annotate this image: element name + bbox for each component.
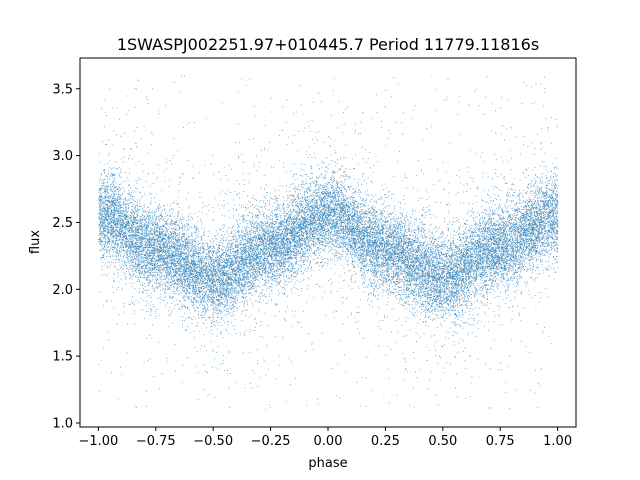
x-tick-label: −0.25 — [251, 434, 291, 449]
x-axis: −1.00 −0.75 −0.50 −0.25 0.00 0.25 0.50 0.75 1.00 — [78, 427, 572, 449]
y-axis-label: flux — [28, 230, 43, 254]
x-tick-label: 0.00 — [314, 434, 343, 449]
x-tick-label: 0.25 — [371, 434, 400, 449]
x-tick-label: −0.50 — [193, 434, 233, 449]
y-axis: 1.0 1.5 2.0 2.5 3.0 3.5 — [52, 82, 80, 431]
x-axis-label: phase — [308, 456, 347, 471]
x-tick-label: −1.00 — [78, 434, 118, 449]
y-tick-label: 2.5 — [52, 216, 73, 231]
y-tick-label: 3.0 — [52, 149, 73, 164]
chart-title: 1SWASPJ002251.97+010445.7 Period 11779.1… — [117, 35, 539, 54]
y-tick-label: 3.5 — [52, 82, 73, 97]
y-tick-label: 2.0 — [52, 283, 73, 298]
x-tick-label: 0.50 — [428, 434, 457, 449]
y-tick-label: 1.0 — [52, 416, 73, 431]
x-tick-label: −0.75 — [136, 434, 176, 449]
scatter-series-points — [98, 75, 559, 410]
data-points — [98, 75, 559, 410]
x-tick-label: 0.75 — [486, 434, 515, 449]
x-tick-label: 1.00 — [543, 434, 572, 449]
y-tick-label: 1.5 — [52, 350, 73, 365]
